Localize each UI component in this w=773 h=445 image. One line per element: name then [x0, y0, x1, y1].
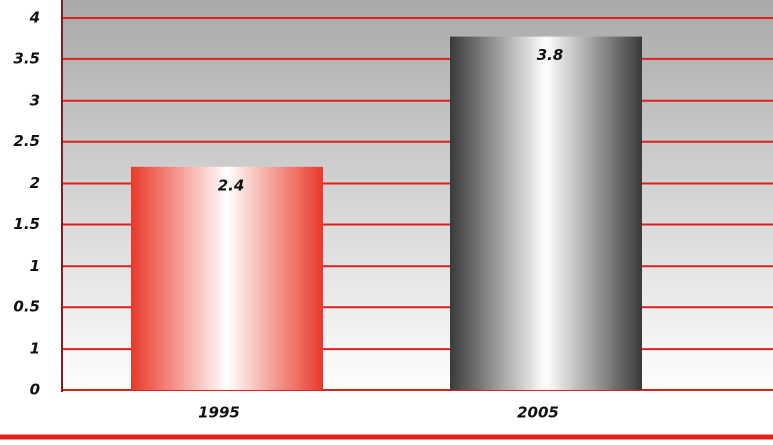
y-tick-label: 1.5	[13, 215, 40, 233]
y-tick-label: 3	[30, 91, 40, 109]
y-tick-label: 0.5	[13, 298, 40, 316]
y-tick-label: 1	[30, 257, 40, 275]
y-tick-label: 1	[30, 340, 40, 358]
bar	[131, 166, 323, 390]
bar	[450, 36, 642, 390]
y-tick-label: 0	[30, 381, 40, 399]
y-tick-label: 4	[29, 9, 40, 27]
x-tick-label: 1995	[198, 404, 240, 422]
y-tick-label: 2.5	[13, 132, 40, 150]
y-tick-label: 3.5	[13, 49, 40, 67]
data-label: 3.8	[537, 46, 564, 64]
y-tick-label: 2	[30, 174, 40, 192]
data-label: 2.4	[218, 176, 245, 194]
x-tick-label: 2005	[517, 404, 559, 422]
